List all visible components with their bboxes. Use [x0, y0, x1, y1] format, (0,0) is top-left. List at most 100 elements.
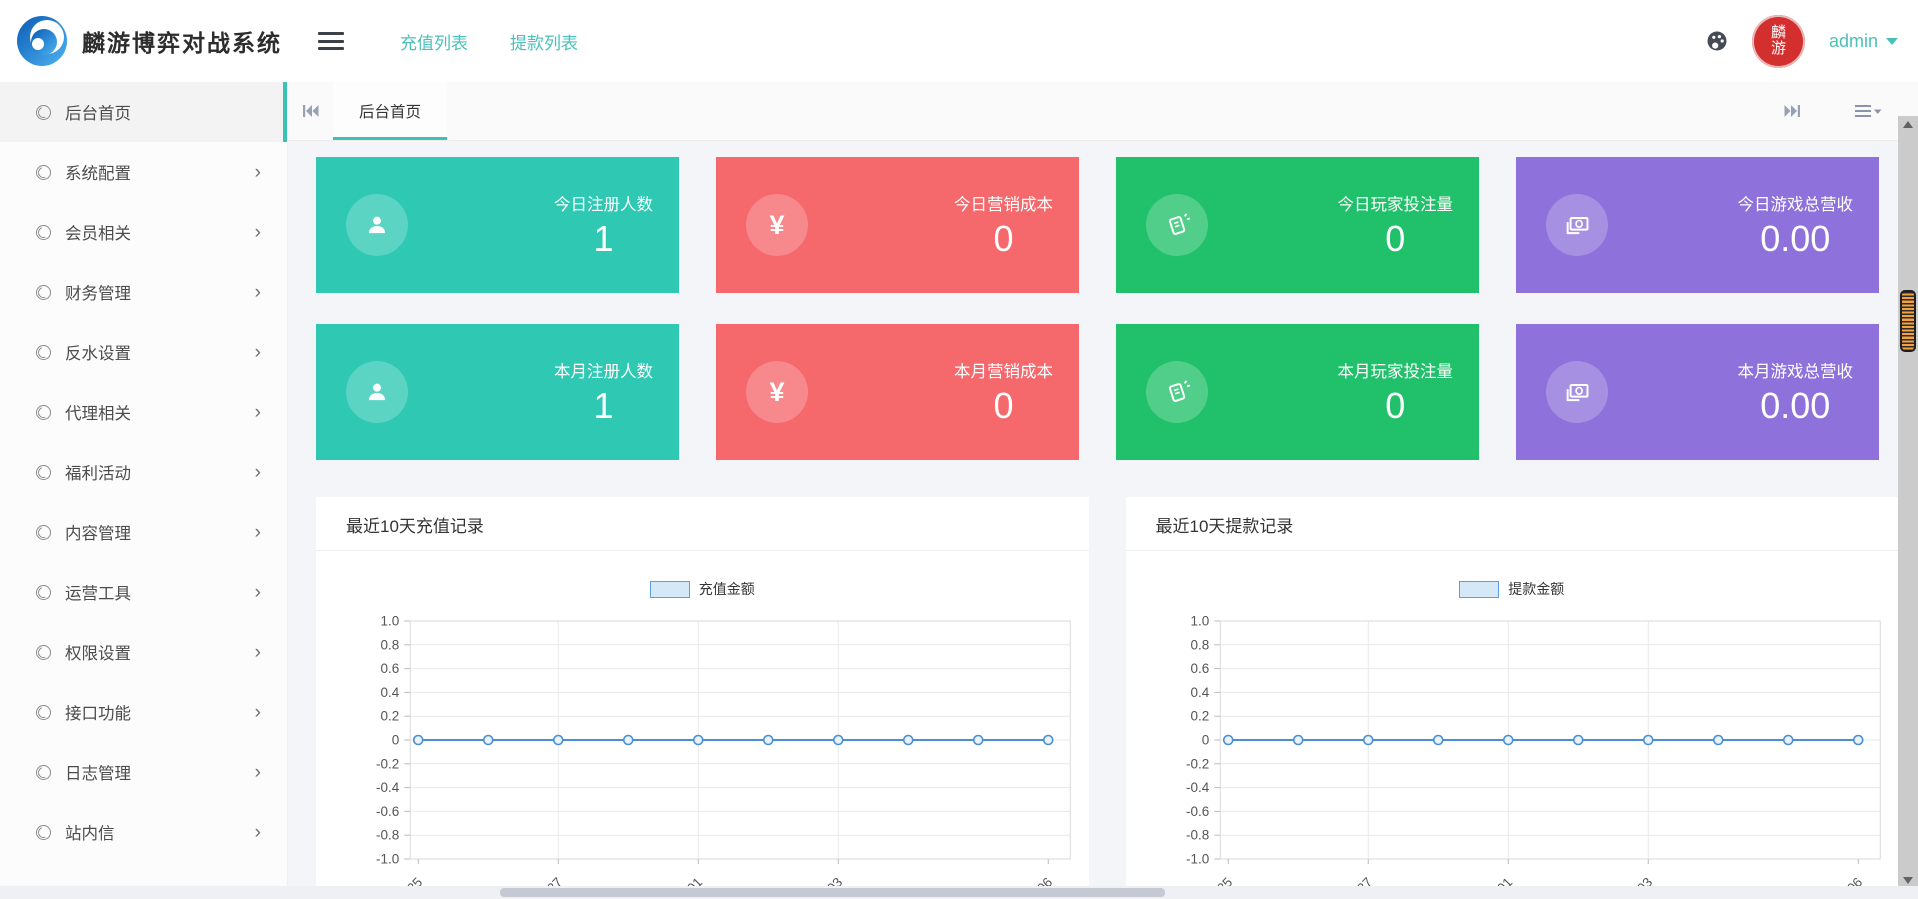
circle-dot-icon	[36, 104, 51, 120]
stat-card-month-revenue: 本月游戏总营收 0.00	[1516, 324, 1879, 460]
svg-text:-0.8: -0.8	[1185, 828, 1208, 843]
stat-value: 1	[593, 384, 614, 426]
top-nav: 充值列表 提款列表	[400, 29, 578, 54]
sidebar-item-logs[interactable]: 日志管理	[0, 742, 287, 802]
user-avatar[interactable]: 麟游	[1751, 14, 1805, 68]
stats-grid: 今日注册人数 1 今日营销成本 0	[316, 157, 1898, 460]
circle-dot-icon	[36, 344, 51, 360]
svg-text:0.8: 0.8	[380, 637, 399, 652]
chevron-right-icon	[255, 343, 261, 362]
chevron-right-icon	[255, 523, 261, 542]
sidebar-item-permissions[interactable]: 权限设置	[0, 622, 287, 682]
chevron-right-icon	[255, 703, 261, 722]
stat-label: 今日游戏总营收	[1737, 195, 1854, 214]
sidebar-item-home[interactable]: 后台首页	[0, 82, 287, 142]
horizontal-scrollbar-thumb[interactable]	[500, 888, 1165, 897]
legend-label: 充值金额	[698, 581, 755, 597]
app-title: 麟游博弈对战系统	[82, 30, 282, 56]
svg-text:0.2: 0.2	[1190, 709, 1209, 724]
stat-card-month-marketing-cost: 本月营销成本 0	[716, 324, 1079, 460]
svg-text:0: 0	[1201, 733, 1209, 748]
svg-text:-1.0: -1.0	[1185, 852, 1208, 867]
tab-home-active[interactable]: 后台首页	[333, 82, 448, 140]
menu-toggle-icon[interactable]	[318, 32, 344, 50]
stat-value: 0	[1385, 217, 1406, 259]
sidebar-item-rebate[interactable]: 反水设置	[0, 322, 287, 382]
legend-recharge-amount[interactable]: 充值金额	[316, 579, 1089, 599]
stat-card-month-registrations: 本月注册人数 1	[316, 324, 679, 460]
circle-dot-icon	[36, 164, 51, 180]
sidebar: 后台首页 系统配置 会员相关 财务管理 反水设置	[0, 82, 288, 899]
sidebar-item-members[interactable]: 会员相关	[0, 202, 287, 262]
svg-text:-0.4: -0.4	[376, 780, 400, 795]
stat-label: 今日营销成本	[954, 195, 1053, 214]
stat-value: 0.00	[1760, 217, 1831, 259]
circle-dot-icon	[36, 224, 51, 240]
vertical-scrollbar-thumb[interactable]	[1900, 290, 1916, 352]
sidebar-item-agents[interactable]: 代理相关	[0, 382, 287, 442]
tabs-scroll-start-icon[interactable]	[288, 104, 333, 118]
chart-title: 最近10天提款记录	[1155, 517, 1294, 536]
withdraw-line-chart[interactable]: 1.00.80.60.40.20-0.2-0.4-0.6-0.8-1.02022…	[1126, 607, 1899, 899]
sidebar-item-finance[interactable]: 财务管理	[0, 262, 287, 322]
svg-text:-0.8: -0.8	[376, 828, 399, 843]
recharge-line-chart[interactable]: 1.00.80.60.40.20-0.2-0.4-0.6-0.8-1.02022…	[316, 607, 1089, 899]
svg-text:-0.6: -0.6	[376, 804, 399, 819]
circle-dot-icon	[36, 704, 51, 720]
circle-dot-icon	[36, 584, 51, 600]
svg-text:0.6: 0.6	[380, 661, 399, 676]
tabs-menu-dropdown-icon[interactable]	[1841, 103, 1896, 119]
legend-withdraw-amount[interactable]: 提款金额	[1126, 579, 1899, 599]
theme-palette-icon[interactable]	[1706, 30, 1728, 52]
circle-dot-icon	[36, 644, 51, 660]
yen-icon	[746, 361, 808, 423]
circle-dot-icon	[36, 464, 51, 480]
user-icon	[346, 194, 408, 256]
app-logo-icon	[17, 16, 67, 66]
tabs-scroll-end-icon[interactable]	[1770, 104, 1815, 118]
sidebar-item-content[interactable]: 内容管理	[0, 502, 287, 562]
nav-withdraw-list[interactable]: 提款列表	[510, 33, 578, 53]
sidebar-item-api[interactable]: 接口功能	[0, 682, 287, 742]
header-right: 麟游 admin	[1706, 14, 1898, 68]
nav-recharge-list[interactable]: 充值列表	[400, 33, 468, 53]
bet-cards-icon	[1146, 361, 1208, 423]
chevron-right-icon	[255, 763, 261, 782]
circle-dot-icon	[36, 824, 51, 840]
brand: 麟游博弈对战系统	[0, 0, 288, 82]
stat-value: 0	[993, 217, 1014, 259]
stat-value: 1	[593, 217, 614, 259]
tab-bar-right	[1770, 103, 1918, 119]
bet-cards-icon	[1146, 194, 1208, 256]
user-icon	[346, 361, 408, 423]
sidebar-item-operations[interactable]: 运营工具	[0, 562, 287, 622]
sidebar-item-messages[interactable]: 站内信	[0, 802, 287, 862]
svg-text:-0.6: -0.6	[1185, 804, 1208, 819]
main-content: 今日注册人数 1 今日营销成本 0	[288, 141, 1898, 899]
stat-card-today-bets: 今日玩家投注量 0	[1116, 157, 1479, 293]
chevron-right-icon	[255, 223, 261, 242]
stat-label: 本月注册人数	[554, 362, 653, 381]
user-menu[interactable]: admin	[1829, 31, 1898, 52]
svg-text:-1.0: -1.0	[376, 852, 399, 867]
chevron-right-icon	[255, 643, 261, 662]
banknote-icon	[1546, 194, 1608, 256]
charts-row: 最近10天充值记录 充值金额 1.0 0.8 0.6 0.4 0.2 0 -0.2 -0.4 -…	[316, 497, 1898, 899]
stat-card-today-marketing-cost: 今日营销成本 0	[716, 157, 1079, 293]
svg-text:0.2: 0.2	[380, 709, 399, 724]
vertical-scrollbar[interactable]	[1898, 116, 1918, 888]
chevron-right-icon	[255, 403, 261, 422]
svg-text:1.0: 1.0	[1190, 614, 1209, 629]
banknote-icon	[1546, 361, 1608, 423]
sidebar-item-welfare[interactable]: 福利活动	[0, 442, 287, 502]
svg-text:0.4: 0.4	[380, 685, 399, 700]
horizontal-scrollbar[interactable]	[0, 886, 1918, 899]
svg-text:1.0: 1.0	[380, 614, 399, 629]
sidebar-item-system-config[interactable]: 系统配置	[0, 142, 287, 202]
circle-dot-icon	[36, 404, 51, 420]
svg-text:-0.4: -0.4	[1185, 780, 1209, 795]
scroll-up-arrow-icon[interactable]	[1898, 116, 1918, 132]
circle-dot-icon	[36, 284, 51, 300]
svg-text:0.4: 0.4	[1190, 685, 1209, 700]
